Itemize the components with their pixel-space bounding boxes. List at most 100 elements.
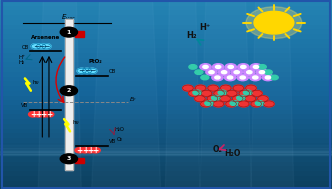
Circle shape xyxy=(247,71,252,74)
Bar xyxy=(0,145,332,146)
Bar xyxy=(0,47,332,52)
Text: H₂: H₂ xyxy=(186,31,197,40)
Bar xyxy=(0,104,332,109)
Circle shape xyxy=(215,76,220,79)
Circle shape xyxy=(256,69,268,75)
Circle shape xyxy=(246,85,256,91)
Circle shape xyxy=(42,44,51,49)
Bar xyxy=(0,14,332,19)
Bar xyxy=(0,184,332,189)
Bar xyxy=(0,33,332,38)
Text: H₂O: H₂O xyxy=(115,127,124,132)
Bar xyxy=(0,147,332,148)
Circle shape xyxy=(239,90,250,96)
Text: $E_F$: $E_F$ xyxy=(129,95,138,104)
Text: +: + xyxy=(93,146,99,155)
Circle shape xyxy=(230,101,239,106)
Circle shape xyxy=(244,69,255,75)
Bar xyxy=(0,142,332,146)
Bar xyxy=(0,76,332,80)
Bar xyxy=(0,28,332,33)
Text: VB: VB xyxy=(21,103,29,108)
Circle shape xyxy=(201,90,212,96)
Text: Arsenene: Arsenene xyxy=(31,35,60,40)
Bar xyxy=(0,180,332,184)
Text: H⁺: H⁺ xyxy=(199,23,210,32)
Circle shape xyxy=(88,68,97,74)
Circle shape xyxy=(246,7,302,39)
Circle shape xyxy=(225,64,236,70)
Circle shape xyxy=(250,64,262,70)
Circle shape xyxy=(264,101,274,107)
Bar xyxy=(0,85,332,90)
Text: +: + xyxy=(46,110,52,119)
Circle shape xyxy=(265,76,271,79)
Circle shape xyxy=(220,85,231,91)
Text: +: + xyxy=(77,146,83,155)
Circle shape xyxy=(258,96,268,102)
Circle shape xyxy=(270,75,278,80)
Circle shape xyxy=(252,90,262,96)
Circle shape xyxy=(238,64,249,70)
Circle shape xyxy=(213,101,224,107)
Circle shape xyxy=(82,68,92,74)
Text: $E_{vac}$: $E_{vac}$ xyxy=(61,13,76,23)
Bar xyxy=(0,99,332,104)
Circle shape xyxy=(215,65,221,68)
Bar xyxy=(0,43,332,47)
Text: +: + xyxy=(87,146,93,155)
Text: H₂: H₂ xyxy=(18,60,25,65)
Bar xyxy=(0,146,332,151)
Circle shape xyxy=(218,90,227,95)
Bar xyxy=(0,123,332,128)
Bar xyxy=(65,19,73,170)
Bar xyxy=(0,154,332,155)
Circle shape xyxy=(183,85,193,91)
Bar xyxy=(0,175,332,180)
Circle shape xyxy=(250,74,261,81)
Bar xyxy=(0,19,332,24)
Text: +: + xyxy=(30,110,36,119)
Bar xyxy=(0,128,332,132)
Circle shape xyxy=(44,112,54,117)
Text: −: − xyxy=(78,67,85,76)
Circle shape xyxy=(238,101,249,107)
Circle shape xyxy=(237,95,245,100)
Circle shape xyxy=(251,101,262,107)
Bar xyxy=(0,5,332,9)
Bar xyxy=(0,132,332,137)
Circle shape xyxy=(195,85,206,91)
Circle shape xyxy=(228,65,233,68)
Circle shape xyxy=(189,90,199,96)
Text: hν: hν xyxy=(33,80,39,84)
Text: CB: CB xyxy=(109,69,117,74)
Bar xyxy=(0,137,332,142)
Circle shape xyxy=(60,27,78,37)
Bar xyxy=(0,61,332,66)
Circle shape xyxy=(214,90,224,96)
Text: +: + xyxy=(82,146,88,155)
Circle shape xyxy=(189,65,197,69)
Bar xyxy=(0,113,332,118)
Bar xyxy=(0,165,332,170)
Circle shape xyxy=(227,76,233,79)
Bar xyxy=(0,109,332,113)
Circle shape xyxy=(75,148,84,153)
Circle shape xyxy=(226,101,236,107)
Circle shape xyxy=(212,64,224,70)
Circle shape xyxy=(233,85,244,91)
Circle shape xyxy=(209,71,214,74)
Circle shape xyxy=(31,44,41,49)
Circle shape xyxy=(245,96,256,102)
Bar xyxy=(65,19,73,170)
Bar xyxy=(0,80,332,85)
Text: +: + xyxy=(36,110,42,119)
Circle shape xyxy=(234,71,239,74)
Bar xyxy=(0,151,332,152)
Bar xyxy=(0,152,332,153)
Text: hν: hν xyxy=(72,120,79,125)
Circle shape xyxy=(264,70,272,74)
Bar xyxy=(75,31,84,37)
Bar xyxy=(0,57,332,61)
Circle shape xyxy=(218,69,230,75)
